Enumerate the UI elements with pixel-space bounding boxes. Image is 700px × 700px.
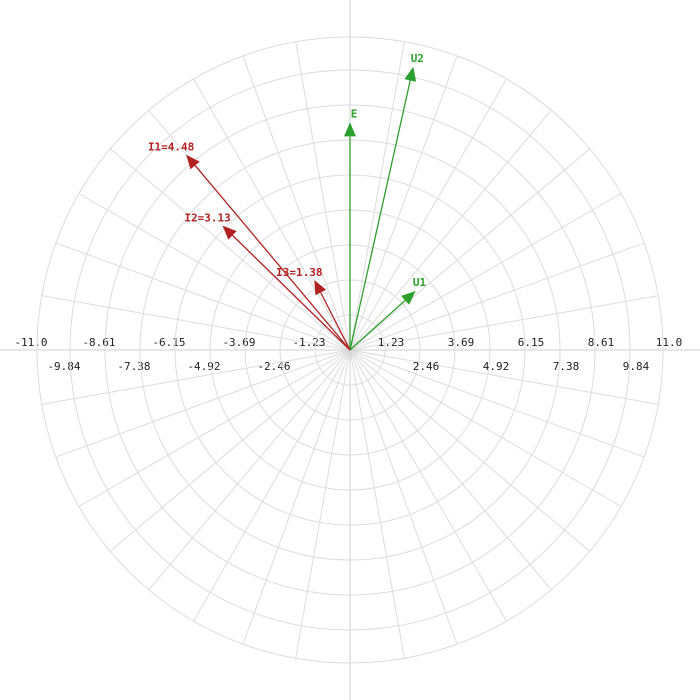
tick-label: 2.46 [413,360,440,373]
spoke [349,78,507,351]
spoke [349,41,405,351]
spoke [295,349,351,659]
grid-ring [69,69,631,631]
current-label: I1=4.48 [148,141,194,154]
spoke [349,193,622,351]
grid-ring [36,36,664,664]
spoke [349,148,591,351]
tick-label: -8.61 [82,336,115,349]
voltage-head [344,122,356,137]
spoke [78,349,351,507]
voltage-label: U2 [411,52,424,65]
current-shaft [232,234,351,351]
spoke [349,349,405,659]
tick-label: -7.38 [117,360,150,373]
spoke [349,349,645,458]
spoke [148,349,351,591]
voltage-label: E [351,107,358,120]
spoke [242,349,351,645]
tick-label: 8.61 [588,336,615,349]
current-shaft [320,292,351,351]
tick-label: 4.92 [483,360,510,373]
spoke [109,349,351,552]
current-head [222,225,237,240]
spoke [55,242,351,351]
current-head [186,154,200,170]
spoke [349,55,458,351]
spoke [41,349,351,405]
current-label: I3=1.38 [276,266,322,279]
spoke [349,349,507,622]
voltage-shaft [349,80,411,351]
tick-label: 11.0 [656,336,683,349]
spoke [109,148,351,351]
tick-label: 6.15 [518,336,545,349]
tick-label: -9.84 [47,360,80,373]
tick-label: -3.69 [222,336,255,349]
tick-label: 7.38 [553,360,580,373]
voltage-shaft [349,299,406,351]
tick-label: -1.23 [292,336,325,349]
tick-label: 9.84 [623,360,650,373]
spoke [349,349,591,552]
voltage-head [404,66,417,82]
spoke [55,349,351,458]
current-head [314,280,327,296]
spoke [41,295,351,351]
spoke [349,349,552,591]
voltage-head [401,290,416,305]
spoke [349,349,458,645]
tick-label: 3.69 [448,336,475,349]
spoke [78,193,351,351]
grid-ring [104,104,596,596]
spoke [242,55,351,351]
tick-label: -2.46 [257,360,290,373]
tick-label: -6.15 [152,336,185,349]
spoke [193,349,351,622]
spoke [349,349,622,507]
spoke [193,78,351,351]
spoke [349,295,659,351]
spoke [295,41,351,351]
tick-label: -11.0 [14,336,47,349]
voltage-label: U1 [413,276,427,289]
spoke [349,242,645,351]
current-shaft [194,165,351,351]
current-label: I2=3.13 [184,212,230,225]
tick-label: 1.23 [378,336,405,349]
spoke [349,109,552,351]
spoke [349,349,659,405]
tick-label: -4.92 [187,360,220,373]
